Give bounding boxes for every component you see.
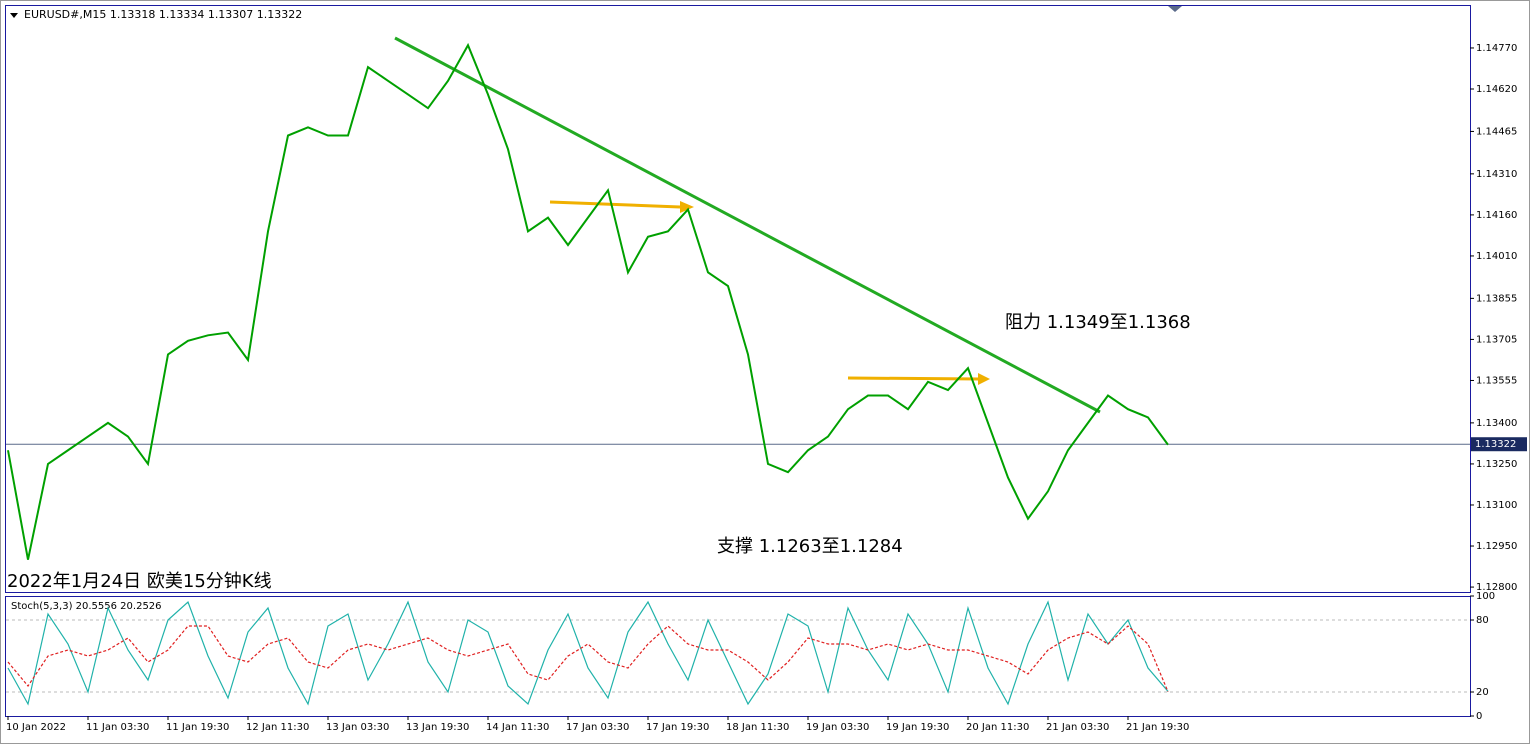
y-tick-label: 1.13555: [1476, 375, 1517, 386]
annotation: 2022年1月24日 欧美15分钟K线: [7, 571, 272, 592]
x-tick-label: 17 Jan 19:30: [646, 722, 709, 733]
y-tick-label: 20: [1476, 687, 1489, 698]
series-line: [7, 625, 1169, 692]
x-tick-label: 18 Jan 11:30: [726, 722, 789, 733]
annotation: 支撑 1.1263至1.1284: [717, 536, 903, 557]
annotation: 阻力 1.1349至1.1368: [1005, 312, 1191, 333]
x-tick-label: 11 Jan 03:30: [86, 722, 149, 733]
y-tick-label: 1.13855: [1476, 293, 1517, 304]
x-tick-label: 21 Jan 03:30: [1046, 722, 1109, 733]
y-tick-label: 1.14465: [1476, 126, 1517, 137]
arrow: [549, 200, 681, 209]
x-tick-label: 13 Jan 03:30: [326, 722, 389, 733]
arrow-head: [680, 201, 694, 213]
stoch-frame: [5, 596, 1471, 717]
arrow-head: [978, 373, 990, 385]
x-tick-label: 19 Jan 19:30: [886, 722, 949, 733]
x-tick-label: 11 Jan 19:30: [166, 722, 229, 733]
x-tick-label: 10 Jan 2022: [6, 722, 66, 733]
x-tick-label: 21 Jan 19:30: [1126, 722, 1189, 733]
trend-line: [394, 36, 1101, 414]
y-tick-label: 1.14160: [1476, 210, 1517, 221]
x-tick-label: 12 Jan 11:30: [246, 722, 309, 733]
y-tick-label: 1.14310: [1476, 169, 1517, 180]
y-tick-label: 1.13250: [1476, 459, 1517, 470]
y-tick-label: 1.13100: [1476, 500, 1517, 511]
series-line: [7, 42, 1169, 560]
y-tick-label: 1.13705: [1476, 334, 1517, 345]
last-price-label: 1.13322: [1475, 439, 1516, 450]
main-frame: [5, 5, 1471, 593]
menu-marker: [10, 13, 18, 18]
shift-marker: [1168, 6, 1182, 12]
x-tick-label: 13 Jan 19:30: [406, 722, 469, 733]
y-tick-label: 100: [1476, 591, 1495, 602]
last-price-box: [1471, 437, 1527, 452]
series-line: [7, 600, 1169, 706]
chart-title: EURUSD#,M15 1.13318 1.13334 1.13307 1.13…: [24, 8, 302, 21]
x-tick-label: 20 Jan 11:30: [966, 722, 1029, 733]
y-tick-label: 1.12950: [1476, 541, 1517, 552]
x-tick-label: 19 Jan 03:30: [806, 722, 869, 733]
y-tick-label: 0: [1476, 711, 1482, 722]
x-tick-label: 14 Jan 11:30: [486, 722, 549, 733]
stoch-title: Stoch(5,3,3) 20.5556 20.2526: [11, 601, 162, 612]
x-tick-label: 17 Jan 03:30: [566, 722, 629, 733]
y-tick-label: 1.14010: [1476, 251, 1517, 262]
y-tick-label: 80: [1476, 615, 1489, 626]
y-tick-label: 1.14770: [1476, 43, 1517, 54]
y-tick-label: 1.12800: [1476, 582, 1517, 593]
y-tick-label: 1.14620: [1476, 84, 1517, 95]
y-tick-label: 1.13400: [1476, 418, 1517, 429]
